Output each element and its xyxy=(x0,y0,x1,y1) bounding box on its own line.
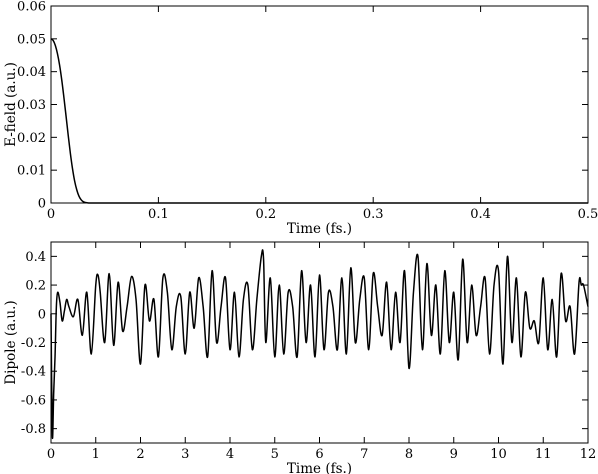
x-axis-label: Time (fs.) xyxy=(287,461,352,474)
e-field-panel: 0 0.1 0.2 0.3 0.4 0.5 0 0.01 0.02 0.03 0.04 0.05 0.0… xyxy=(3,0,598,237)
x-tick-label: 0 xyxy=(47,447,55,462)
y-tick-label: -0.4 xyxy=(21,365,46,380)
x-axis-label: Time (fs.) xyxy=(287,221,352,237)
x-tick-label: 0.5 xyxy=(578,207,598,222)
x-tick-label: 3 xyxy=(181,447,189,462)
y-axis-label: Dipole (a.u.) xyxy=(3,300,19,384)
x-tick-label: 0 xyxy=(47,207,55,222)
y-tick-label: 0.04 xyxy=(17,65,46,80)
x-tick-label: 0.3 xyxy=(363,207,384,222)
x-tick-label: 11 xyxy=(535,447,552,462)
y-axis-label: E-field (a.u.) xyxy=(3,62,19,147)
y-tick-label: 0 xyxy=(38,197,46,212)
y-tick-label: 0.03 xyxy=(17,98,46,113)
y-tick-label: -0.2 xyxy=(21,336,46,351)
x-tick-label: 5 xyxy=(271,447,279,462)
y-tick-label: 0.06 xyxy=(17,0,46,15)
series-line xyxy=(50,249,589,439)
dipole-panel: 0 1 2 3 4 5 6 7 8 9 10 11 12-0.8-0.6-0.4-0.200.20.4T… xyxy=(3,241,597,474)
x-tick-label: 0.2 xyxy=(255,207,276,222)
x-tick-label: 10 xyxy=(490,447,507,462)
y-tick-label: 0 xyxy=(38,307,46,322)
x-tick-label: 2 xyxy=(136,447,144,462)
x-tick-label: 6 xyxy=(315,447,323,462)
x-tick-label: 0.1 xyxy=(148,207,169,222)
x-tick-label: 7 xyxy=(360,447,368,462)
x-tick-label: 4 xyxy=(226,447,234,462)
y-tick-label: 0.4 xyxy=(25,250,46,265)
y-tick-label: 0.2 xyxy=(25,279,46,294)
x-tick-label: 1 xyxy=(92,447,100,462)
x-tick-label: 8 xyxy=(405,447,413,462)
x-tick-label: 0.4 xyxy=(470,207,491,222)
y-tick-label: -0.6 xyxy=(21,393,46,408)
x-tick-label: 12 xyxy=(580,447,597,462)
x-tick-label: 9 xyxy=(450,447,458,462)
y-tick-label: 0.05 xyxy=(17,32,46,47)
y-tick-label: 0.02 xyxy=(17,131,46,146)
series-line xyxy=(50,38,588,204)
y-tick-label: 0.01 xyxy=(17,164,46,179)
plot-frame xyxy=(50,241,589,444)
y-tick-label: -0.8 xyxy=(21,422,46,437)
plot-frame xyxy=(50,5,589,204)
